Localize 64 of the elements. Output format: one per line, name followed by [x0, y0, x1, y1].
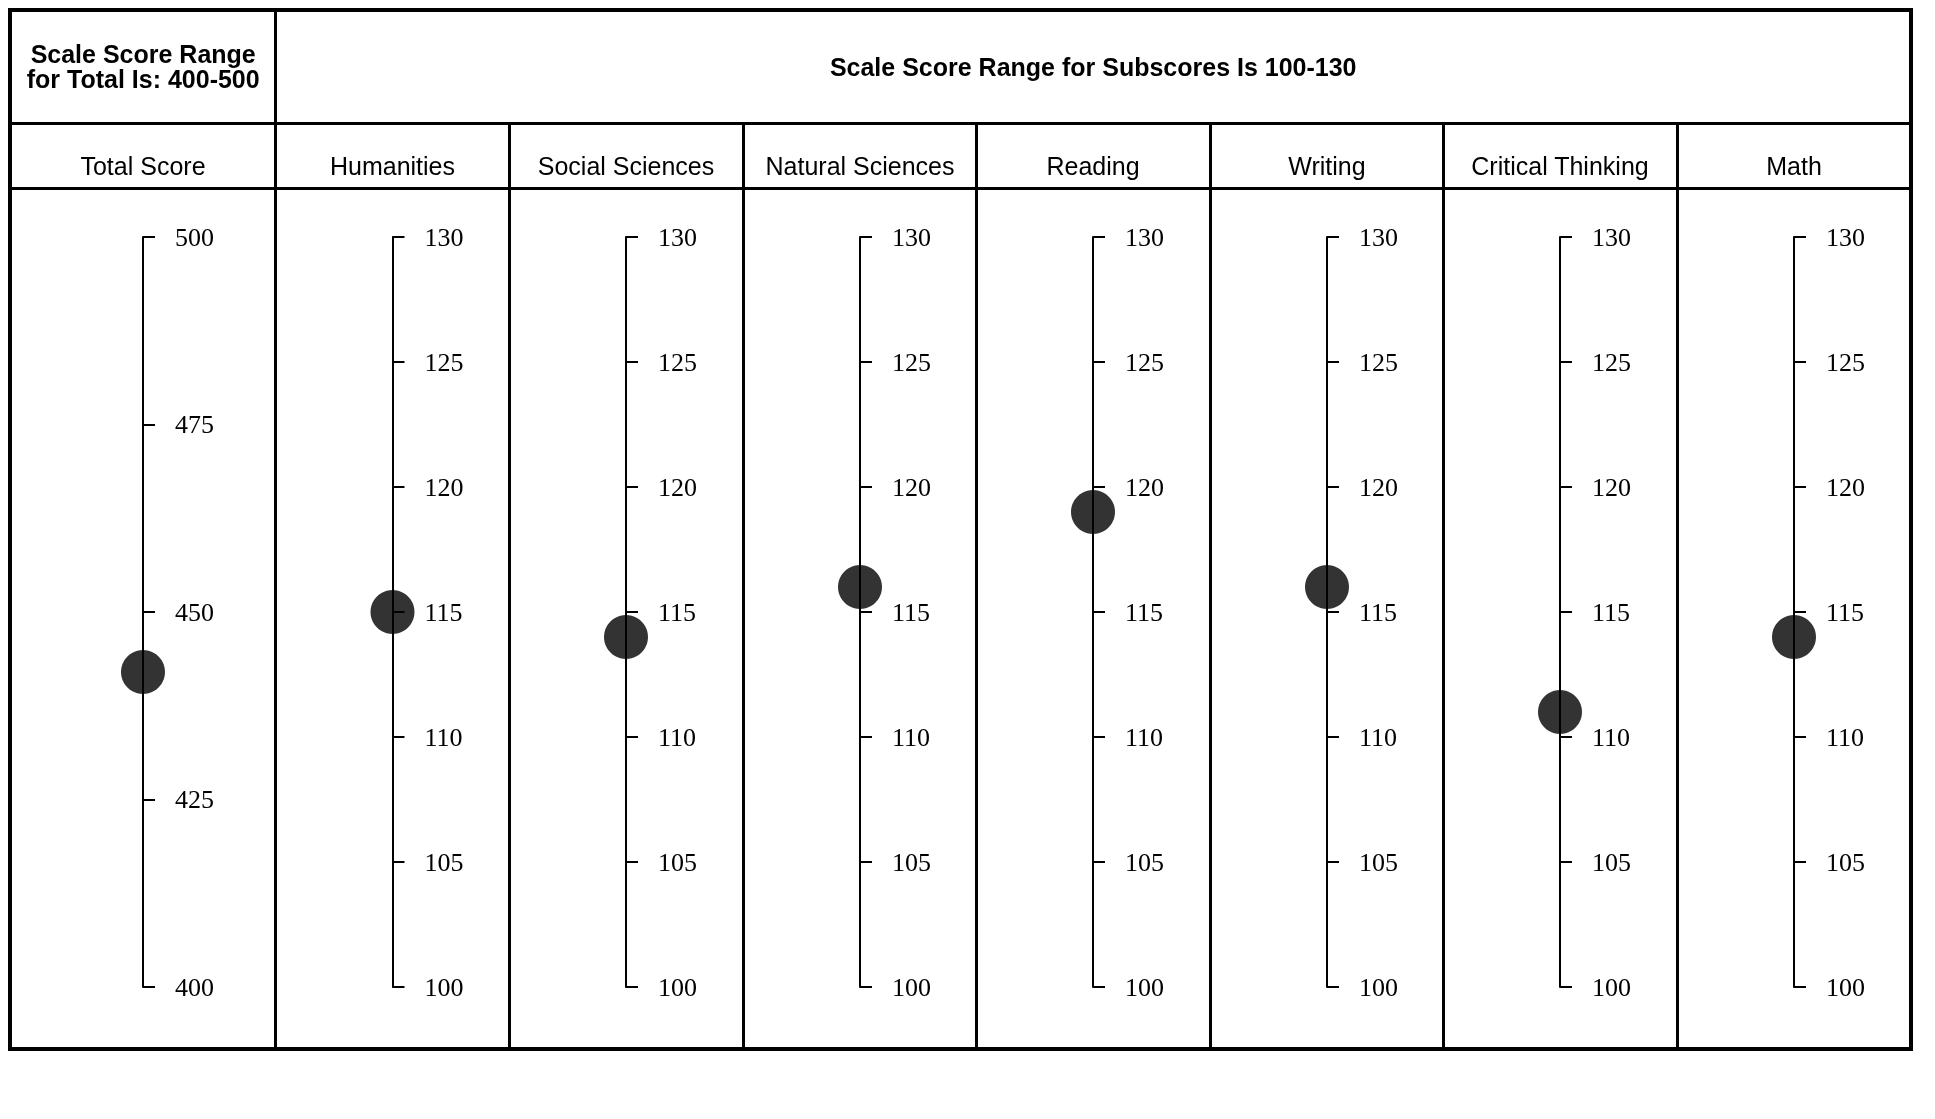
y-tick-label: 120: [891, 472, 931, 502]
y-tick-label: 125: [1125, 347, 1165, 377]
y-tick-label: 425: [175, 785, 214, 814]
y-tick-label: 115: [1358, 597, 1397, 627]
y-tick-label: 105: [891, 847, 931, 877]
y-tick-label: 105: [424, 847, 464, 877]
y-tick-label: 130: [1825, 222, 1865, 252]
x-tick-label: Critical Thinking: [1471, 152, 1649, 180]
y-tick-label: 115: [891, 597, 930, 627]
y-tick-label: 450: [175, 597, 214, 627]
x-tick-label: Natural Sciences: [765, 152, 955, 180]
y-tick-label: 125: [424, 347, 464, 377]
y-tick-label: 125: [1592, 347, 1632, 377]
y-tick-label: 115: [1592, 597, 1631, 627]
y-tick-label: 130: [1592, 222, 1632, 252]
y-tick-label: 120: [1592, 472, 1632, 502]
y-tick-label: 125: [1825, 347, 1865, 377]
y-tick-label: 105: [1592, 847, 1632, 877]
y-tick-label: 120: [1125, 472, 1165, 502]
x-tick-label: Humanities: [330, 152, 456, 180]
y-tick-label: 110: [1125, 722, 1164, 752]
y-tick-label: 110: [1592, 722, 1631, 752]
y-tick-label: 130: [658, 222, 698, 252]
y-tick-label: 130: [424, 222, 464, 252]
x-tick-label: Math: [1765, 152, 1822, 180]
y-tick-label: 105: [658, 847, 698, 877]
y-tick-label: 125: [658, 347, 698, 377]
y-tick-label: 120: [1825, 472, 1865, 502]
text: Scale Score Range for Total Is: 400-500: [25, 40, 261, 93]
y-tick-label: 120: [424, 472, 464, 502]
y-tick-label: 110: [658, 722, 697, 752]
y-tick-label: 100: [658, 972, 698, 1002]
y-tick-label: 100: [424, 972, 464, 1002]
x-tick-label: Reading: [1046, 152, 1140, 180]
y-tick-label: 105: [1125, 847, 1165, 877]
x-tick-label: Social Sciences: [537, 152, 715, 180]
y-tick-label: 110: [891, 722, 930, 752]
y-tick-label: 500: [175, 222, 214, 252]
y-tick-label: 115: [658, 597, 697, 627]
y-tick-label: 130: [891, 222, 931, 252]
y-tick-label: 115: [1125, 597, 1164, 627]
y-tick-label: 110: [1358, 722, 1397, 752]
y-tick-label: 100: [1125, 972, 1165, 1002]
y-tick-label: 115: [424, 597, 463, 627]
y-tick-label: 110: [1825, 722, 1864, 752]
y-tick-label: 105: [1358, 847, 1398, 877]
y-tick-label: 130: [1125, 222, 1165, 252]
y-tick-label: 100: [1825, 972, 1865, 1002]
y-tick-label: 125: [891, 347, 931, 377]
y-tick-label: 100: [1358, 972, 1398, 1002]
y-tick-label: 115: [1825, 597, 1864, 627]
y-tick-label: 105: [1825, 847, 1865, 877]
y-tick-label: 125: [1358, 347, 1398, 377]
y-tick-label: 475: [175, 410, 214, 439]
y-tick-label: 130: [1358, 222, 1398, 252]
text: Scale Score Range for Subscores Is 100-130: [829, 52, 1357, 81]
x-tick-label: Total Score: [80, 152, 206, 180]
x-tick-label: Writing: [1287, 152, 1366, 180]
y-tick-label: 100: [1592, 972, 1632, 1002]
y-tick-label: 100: [891, 972, 931, 1002]
y-tick-label: 120: [658, 472, 698, 502]
y-tick-label: 400: [175, 972, 214, 1002]
y-tick-label: 110: [424, 722, 463, 752]
y-tick-label: 120: [1358, 472, 1398, 502]
